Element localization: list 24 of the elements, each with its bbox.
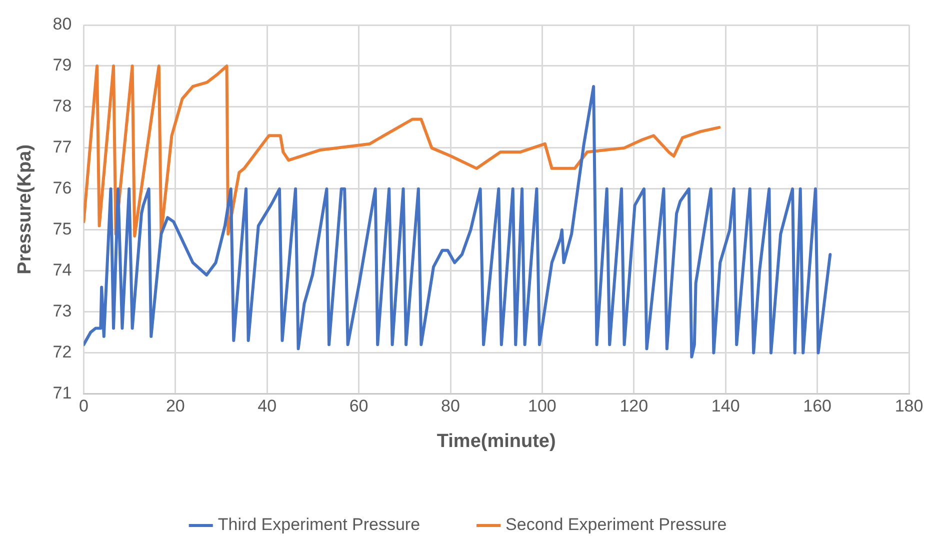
x-tick-label: 60	[349, 396, 368, 416]
y-tick-label: 73	[52, 302, 72, 321]
x-tick-label: 120	[620, 396, 648, 416]
x-tick-label: 0	[78, 396, 88, 416]
y-tick-label: 78	[52, 96, 72, 116]
x-tick-label: 140	[711, 396, 740, 416]
x-tick-label: 180	[894, 396, 924, 416]
y-tick-label: 77	[52, 138, 72, 157]
x-tick-label: 100	[528, 396, 556, 416]
y-tick-label: 71	[52, 383, 72, 402]
x-tick-label: 20	[166, 396, 185, 416]
y-tick-label: 72	[52, 342, 72, 362]
x-tick-label: 160	[803, 396, 832, 416]
legend-label: Second Experiment Pressure	[506, 515, 727, 534]
y-tick-label: 80	[52, 14, 72, 34]
y-tick-label: 75	[52, 220, 72, 239]
x-axis-title: Time(minute)	[436, 430, 556, 452]
y-tick-label: 76	[52, 178, 72, 198]
y-axis-title: Pressure(Kpa)	[14, 144, 36, 274]
x-tick-label: 80	[441, 396, 460, 416]
x-tick-label: 40	[258, 396, 277, 416]
y-tick-label: 79	[52, 56, 72, 75]
legend-label: Third Experiment Pressure	[218, 515, 420, 534]
y-tick-label: 74	[52, 260, 72, 280]
